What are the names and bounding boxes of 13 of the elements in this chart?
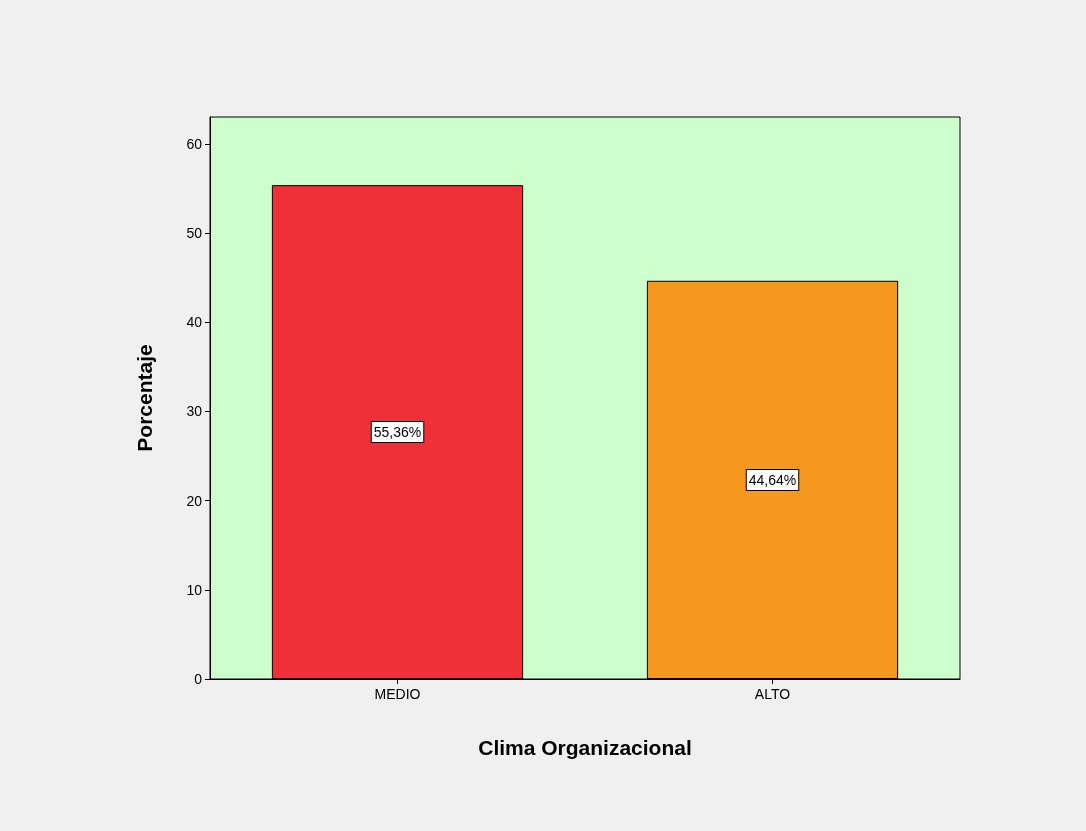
data-label: 44,64% [748,471,797,488]
x-axis-title: Clima Organizacional [478,736,692,759]
y-tick-label: 0 [194,671,203,687]
y-tick-label: 20 [186,492,203,509]
data-label: 55,36% [373,424,422,441]
y-tick-label: 10 [186,581,203,598]
y-axis-title: Porcentaje [133,344,156,452]
y-tick-label: 30 [186,403,203,420]
x-tick-label: ALTO [754,686,791,702]
x-tick-label: MEDIO [374,686,421,702]
y-tick-label: 50 [186,224,203,241]
y-tick-label: 60 [186,135,203,152]
y-tick-label: 40 [186,314,203,331]
